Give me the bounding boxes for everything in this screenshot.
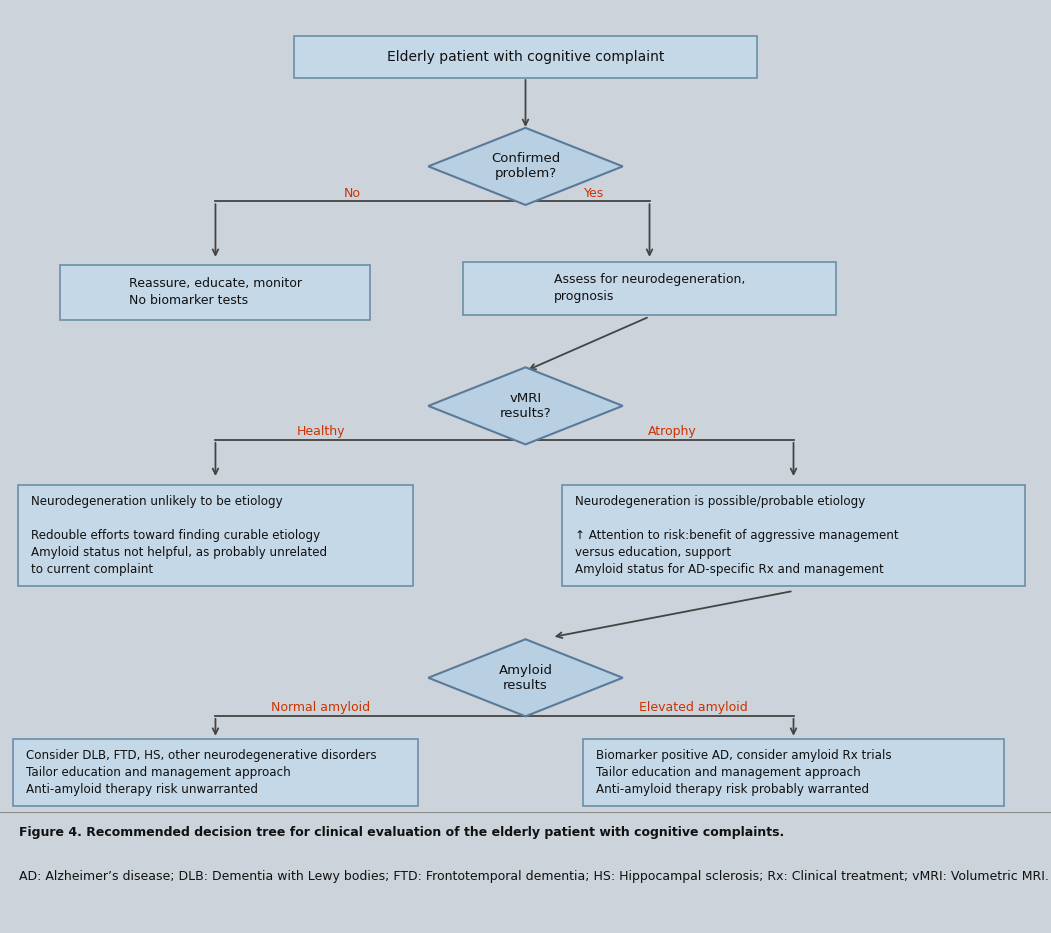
- Text: Normal amyloid: Normal amyloid: [271, 702, 370, 715]
- Text: Assess for neurodegeneration,
prognosis: Assess for neurodegeneration, prognosis: [554, 273, 745, 303]
- Text: Atrophy: Atrophy: [648, 425, 697, 439]
- Text: Reassure, educate, monitor
No biomarker tests: Reassure, educate, monitor No biomarker …: [129, 277, 302, 307]
- Polygon shape: [429, 639, 622, 717]
- FancyBboxPatch shape: [583, 740, 1004, 806]
- Text: Confirmed
problem?: Confirmed problem?: [491, 152, 560, 180]
- Text: Amyloid
results: Amyloid results: [498, 663, 553, 691]
- Text: Healthy: Healthy: [296, 425, 345, 439]
- FancyBboxPatch shape: [562, 485, 1025, 587]
- Text: Biomarker positive AD, consider amyloid Rx trials
Tailor education and managemen: Biomarker positive AD, consider amyloid …: [596, 749, 891, 796]
- Text: Neurodegeneration is possible/probable etiology

↑ Attention to risk:benefit of : Neurodegeneration is possible/probable e…: [575, 495, 899, 577]
- Text: vMRI
results?: vMRI results?: [499, 392, 552, 420]
- FancyBboxPatch shape: [294, 35, 757, 78]
- FancyBboxPatch shape: [61, 265, 370, 320]
- Polygon shape: [429, 368, 622, 444]
- Text: AD: Alzheimer’s disease; DLB: Dementia with Lewy bodies; FTD: Frontotemporal dem: AD: Alzheimer’s disease; DLB: Dementia w…: [19, 870, 1049, 883]
- Text: No: No: [344, 187, 360, 200]
- Text: Elevated amyloid: Elevated amyloid: [639, 702, 748, 715]
- Text: Consider DLB, FTD, HS, other neurodegenerative disorders
Tailor education and ma: Consider DLB, FTD, HS, other neurodegene…: [25, 749, 376, 796]
- Text: Yes: Yes: [583, 187, 604, 200]
- Text: Neurodegeneration unlikely to be etiology

Redouble efforts toward finding curab: Neurodegeneration unlikely to be etiolog…: [30, 495, 327, 577]
- Text: Figure 4. Recommended decision tree for clinical evaluation of the elderly patie: Figure 4. Recommended decision tree for …: [19, 827, 784, 840]
- FancyBboxPatch shape: [13, 740, 418, 806]
- FancyBboxPatch shape: [18, 485, 412, 587]
- FancyBboxPatch shape: [463, 262, 837, 314]
- Polygon shape: [429, 128, 622, 205]
- Text: Elderly patient with cognitive complaint: Elderly patient with cognitive complaint: [387, 49, 664, 63]
